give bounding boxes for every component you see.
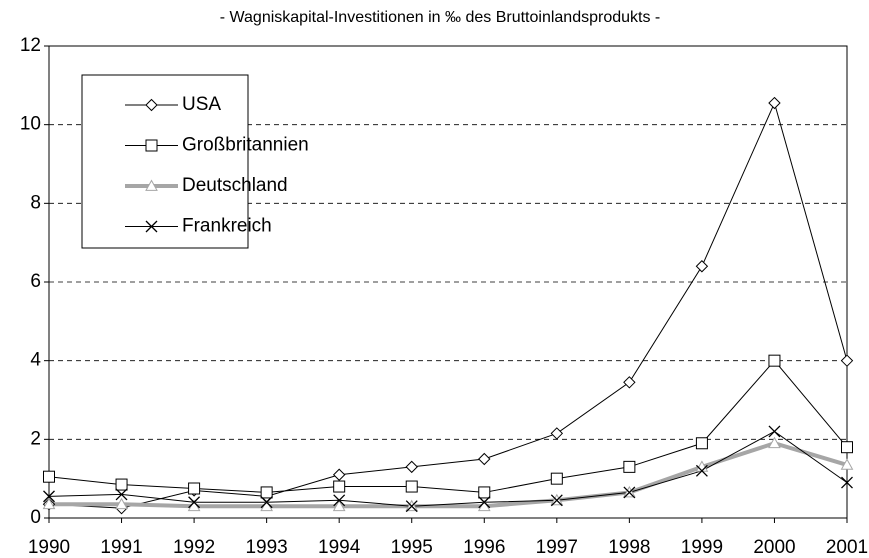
x-tick-label: 1992 [173,537,215,558]
y-tick-label: 2 [30,428,41,449]
marker [405,460,418,474]
marker [550,494,563,507]
marker [623,376,636,389]
legend: USA Großbritannien Deutschland Frankreich [81,74,309,249]
x-tick-label: 1991 [100,537,142,558]
marker [333,480,346,493]
y-tick-label: 6 [30,271,41,292]
series-line [48,101,848,509]
marker [478,486,491,499]
legend-box [81,74,249,249]
y-tick-label: 0 [30,507,41,528]
marker [43,490,55,503]
marker [115,478,128,491]
marker [332,499,346,512]
y-tick-label: 8 [30,192,41,213]
marker [332,468,346,481]
x-tick-label: 1997 [536,537,578,558]
x-tick-label: 1996 [463,537,505,558]
marker [840,354,854,367]
y-tick-label: 10 [20,114,41,135]
chart-title: - Wagniskapital-Investitionen in ‰ des B… [220,9,661,26]
marker [478,496,491,509]
marker [115,497,128,510]
marker [333,494,346,507]
y-tick-label: 12 [20,35,41,56]
series-line [49,441,848,509]
marker [145,98,158,112]
legend-label: Frankreich [182,216,272,237]
marker [145,220,158,233]
marker [840,458,854,470]
x-tick-label: 1998 [608,537,650,558]
marker [115,488,128,501]
marker [43,470,55,483]
marker [841,441,853,454]
marker [623,486,636,499]
marker [695,260,709,273]
marker [145,179,158,191]
marker [768,436,781,449]
marker [188,496,201,509]
legend-label: USA [182,94,221,115]
marker [623,460,636,473]
marker [841,476,853,489]
marker [188,482,201,495]
series-line [48,359,848,493]
legend-label: Großbritannien [182,135,309,156]
x-tick-label: 1999 [681,537,723,558]
marker [405,480,418,493]
plot-frame [48,45,848,519]
x-tick-label: 2001 [826,537,868,558]
marker [695,464,708,477]
x-tick-label: 1994 [318,537,361,558]
marker [145,139,158,152]
marker [768,425,781,438]
marker [550,472,563,485]
marker [405,500,418,513]
legend-label: Deutschland [182,175,288,196]
marker [768,96,781,110]
marker [768,354,781,367]
x-tick-label: 1993 [245,537,287,558]
marker [260,486,273,499]
marker [550,427,564,440]
marker [260,496,273,509]
marker [695,437,708,450]
x-tick-label: 1995 [391,537,433,558]
series-line [48,430,848,507]
y-tick-label: 4 [30,350,41,371]
x-tick-label: 2000 [753,537,795,558]
marker [42,497,56,510]
x-tick-label: 1990 [28,537,70,558]
marker [478,452,491,466]
